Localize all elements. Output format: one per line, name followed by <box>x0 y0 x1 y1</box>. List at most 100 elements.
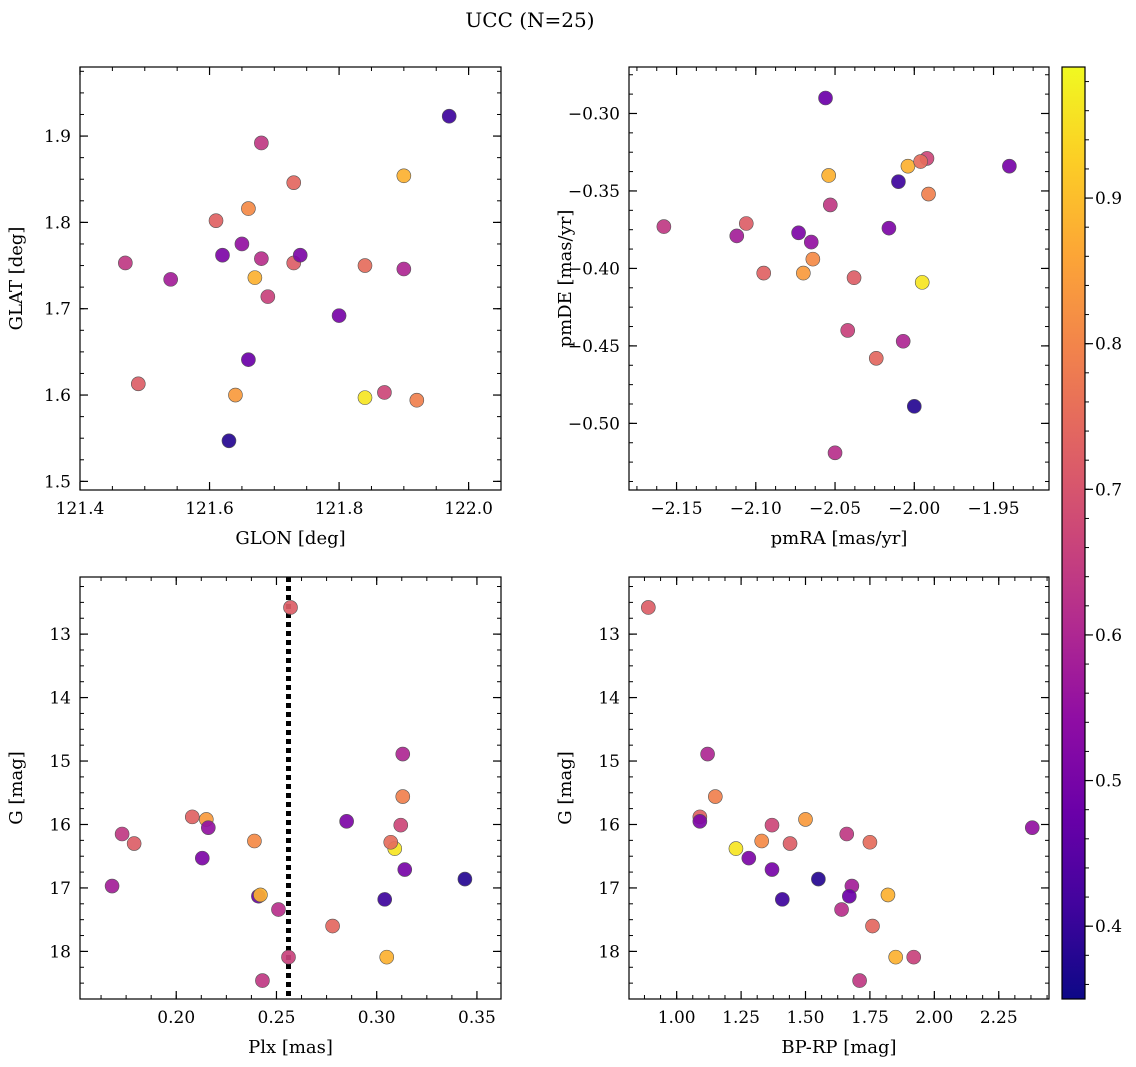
data-point <box>228 387 243 403</box>
data-point <box>395 746 411 762</box>
data-point <box>292 247 308 263</box>
x-tick-label: 1.00 <box>658 1008 696 1028</box>
x-tick-label: 122.0 <box>444 499 493 519</box>
data-point <box>846 270 862 286</box>
panel-pmra-pmde: −2.15 −2.10 −2.05 −2.00 −1.95 −0.50 −0.45 −0.40… <box>555 66 1050 549</box>
x-tick-label: 121.4 <box>56 499 105 519</box>
x-tick-label: 2.25 <box>980 1008 1018 1028</box>
data-point <box>803 234 819 250</box>
colorbar-tick-label: 0.8 <box>1095 335 1122 355</box>
data-point <box>880 887 896 903</box>
data-point <box>208 213 224 228</box>
data-point <box>254 251 269 266</box>
data-point <box>114 826 130 842</box>
x-tick-label: 0.35 <box>458 1008 496 1028</box>
data-point <box>834 902 849 917</box>
panel-plx-g: 0.20 0.25 0.30 0.35 13 14 15 16 17 18 Plx [mas] G [… <box>6 576 502 1058</box>
y-tick-label: −0.40 <box>568 259 620 279</box>
data-point <box>796 265 811 281</box>
y-tick-label: 1.9 <box>44 127 71 147</box>
data-point <box>379 949 395 965</box>
data-point <box>852 973 867 988</box>
data-point <box>913 154 928 169</box>
data-point <box>821 168 836 183</box>
data-point <box>921 186 936 202</box>
y-axis-label: G [mag] <box>6 751 27 824</box>
data-point <box>201 820 216 835</box>
y-tick-label: −0.45 <box>568 337 620 357</box>
x-axis-label: Plx [mas] <box>248 1037 333 1058</box>
y-tick-label: 17 <box>49 879 71 899</box>
data-point <box>782 836 798 851</box>
data-point <box>700 746 715 762</box>
data-point <box>756 265 772 281</box>
data-point <box>247 833 262 849</box>
plot-frame <box>628 66 1050 491</box>
data-point <box>741 850 757 866</box>
data-point <box>865 918 880 934</box>
data-point <box>791 225 806 241</box>
data-point <box>914 275 930 290</box>
data-point <box>895 333 911 349</box>
data-point <box>827 445 843 461</box>
data-point <box>241 352 256 367</box>
data-point <box>130 376 146 392</box>
y-tick-label: 1.6 <box>44 386 71 406</box>
colorbar-tick-label: 0.6 <box>1095 626 1122 646</box>
data-point <box>729 228 745 244</box>
data-point <box>891 174 906 189</box>
y-tick-label: 14 <box>598 689 620 709</box>
data-point <box>331 308 347 323</box>
y-tick-label: 15 <box>598 752 620 772</box>
panel-bprp-g: 1.00 1.25 1.50 1.75 2.00 2.25 13 14 15 16 17 18 BP-R… <box>555 576 1050 1058</box>
data-point <box>253 887 268 903</box>
data-point <box>221 433 237 449</box>
data-point <box>840 323 856 338</box>
colorbar-gradient <box>1062 67 1085 999</box>
data-point <box>900 158 916 174</box>
x-axis-label: BP-RP [mag] <box>781 1037 896 1058</box>
colorbar-tick-label: 0.5 <box>1095 772 1122 792</box>
data-point <box>868 350 884 366</box>
data-point <box>118 255 133 271</box>
data-point <box>692 814 708 829</box>
data-point <box>862 834 878 850</box>
y-tick-label: 18 <box>49 942 71 962</box>
y-axis-label: GLAT [deg] <box>6 227 27 331</box>
data-point <box>881 220 897 236</box>
data-point <box>728 841 744 856</box>
data-point <box>271 902 286 917</box>
y-tick-label: −0.50 <box>568 414 620 434</box>
data-point <box>822 197 838 213</box>
y-tick-label: −0.35 <box>568 182 620 202</box>
data-point <box>241 201 256 216</box>
y-tick-label: 16 <box>598 815 620 835</box>
data-point <box>906 949 922 965</box>
panel-glon-glat: 121.4 121.6 121.8 122.0 1.5 1.6 1.7 1.8 1.9 GLON … <box>6 66 502 549</box>
x-tick-label: −2.00 <box>888 499 940 519</box>
plot-frame <box>628 576 1050 1000</box>
data-point <box>1024 820 1040 835</box>
y-tick-label: 14 <box>49 689 71 709</box>
data-point <box>393 817 409 833</box>
x-tick-label: 0.25 <box>258 1008 296 1028</box>
colorbar: 0.4 0.5 0.6 0.7 0.8 0.9 <box>1061 66 1122 1000</box>
data-point <box>396 261 412 277</box>
data-point <box>247 270 263 285</box>
y-tick-label: 1.5 <box>44 472 71 492</box>
minor-ticks <box>629 577 1049 1000</box>
data-point <box>397 862 413 877</box>
y-tick-label: −0.30 <box>568 104 620 124</box>
data-point <box>126 836 142 851</box>
data-point <box>775 892 790 907</box>
minor-ticks <box>80 67 502 490</box>
data-point <box>286 175 302 190</box>
data-point <box>260 289 276 304</box>
x-tick-label: −2.10 <box>730 499 782 519</box>
x-tick-label: −2.05 <box>809 499 861 519</box>
x-axis-label: GLON [deg] <box>235 528 345 549</box>
data-point <box>283 600 298 615</box>
data-point <box>377 892 393 907</box>
data-point <box>738 216 754 231</box>
